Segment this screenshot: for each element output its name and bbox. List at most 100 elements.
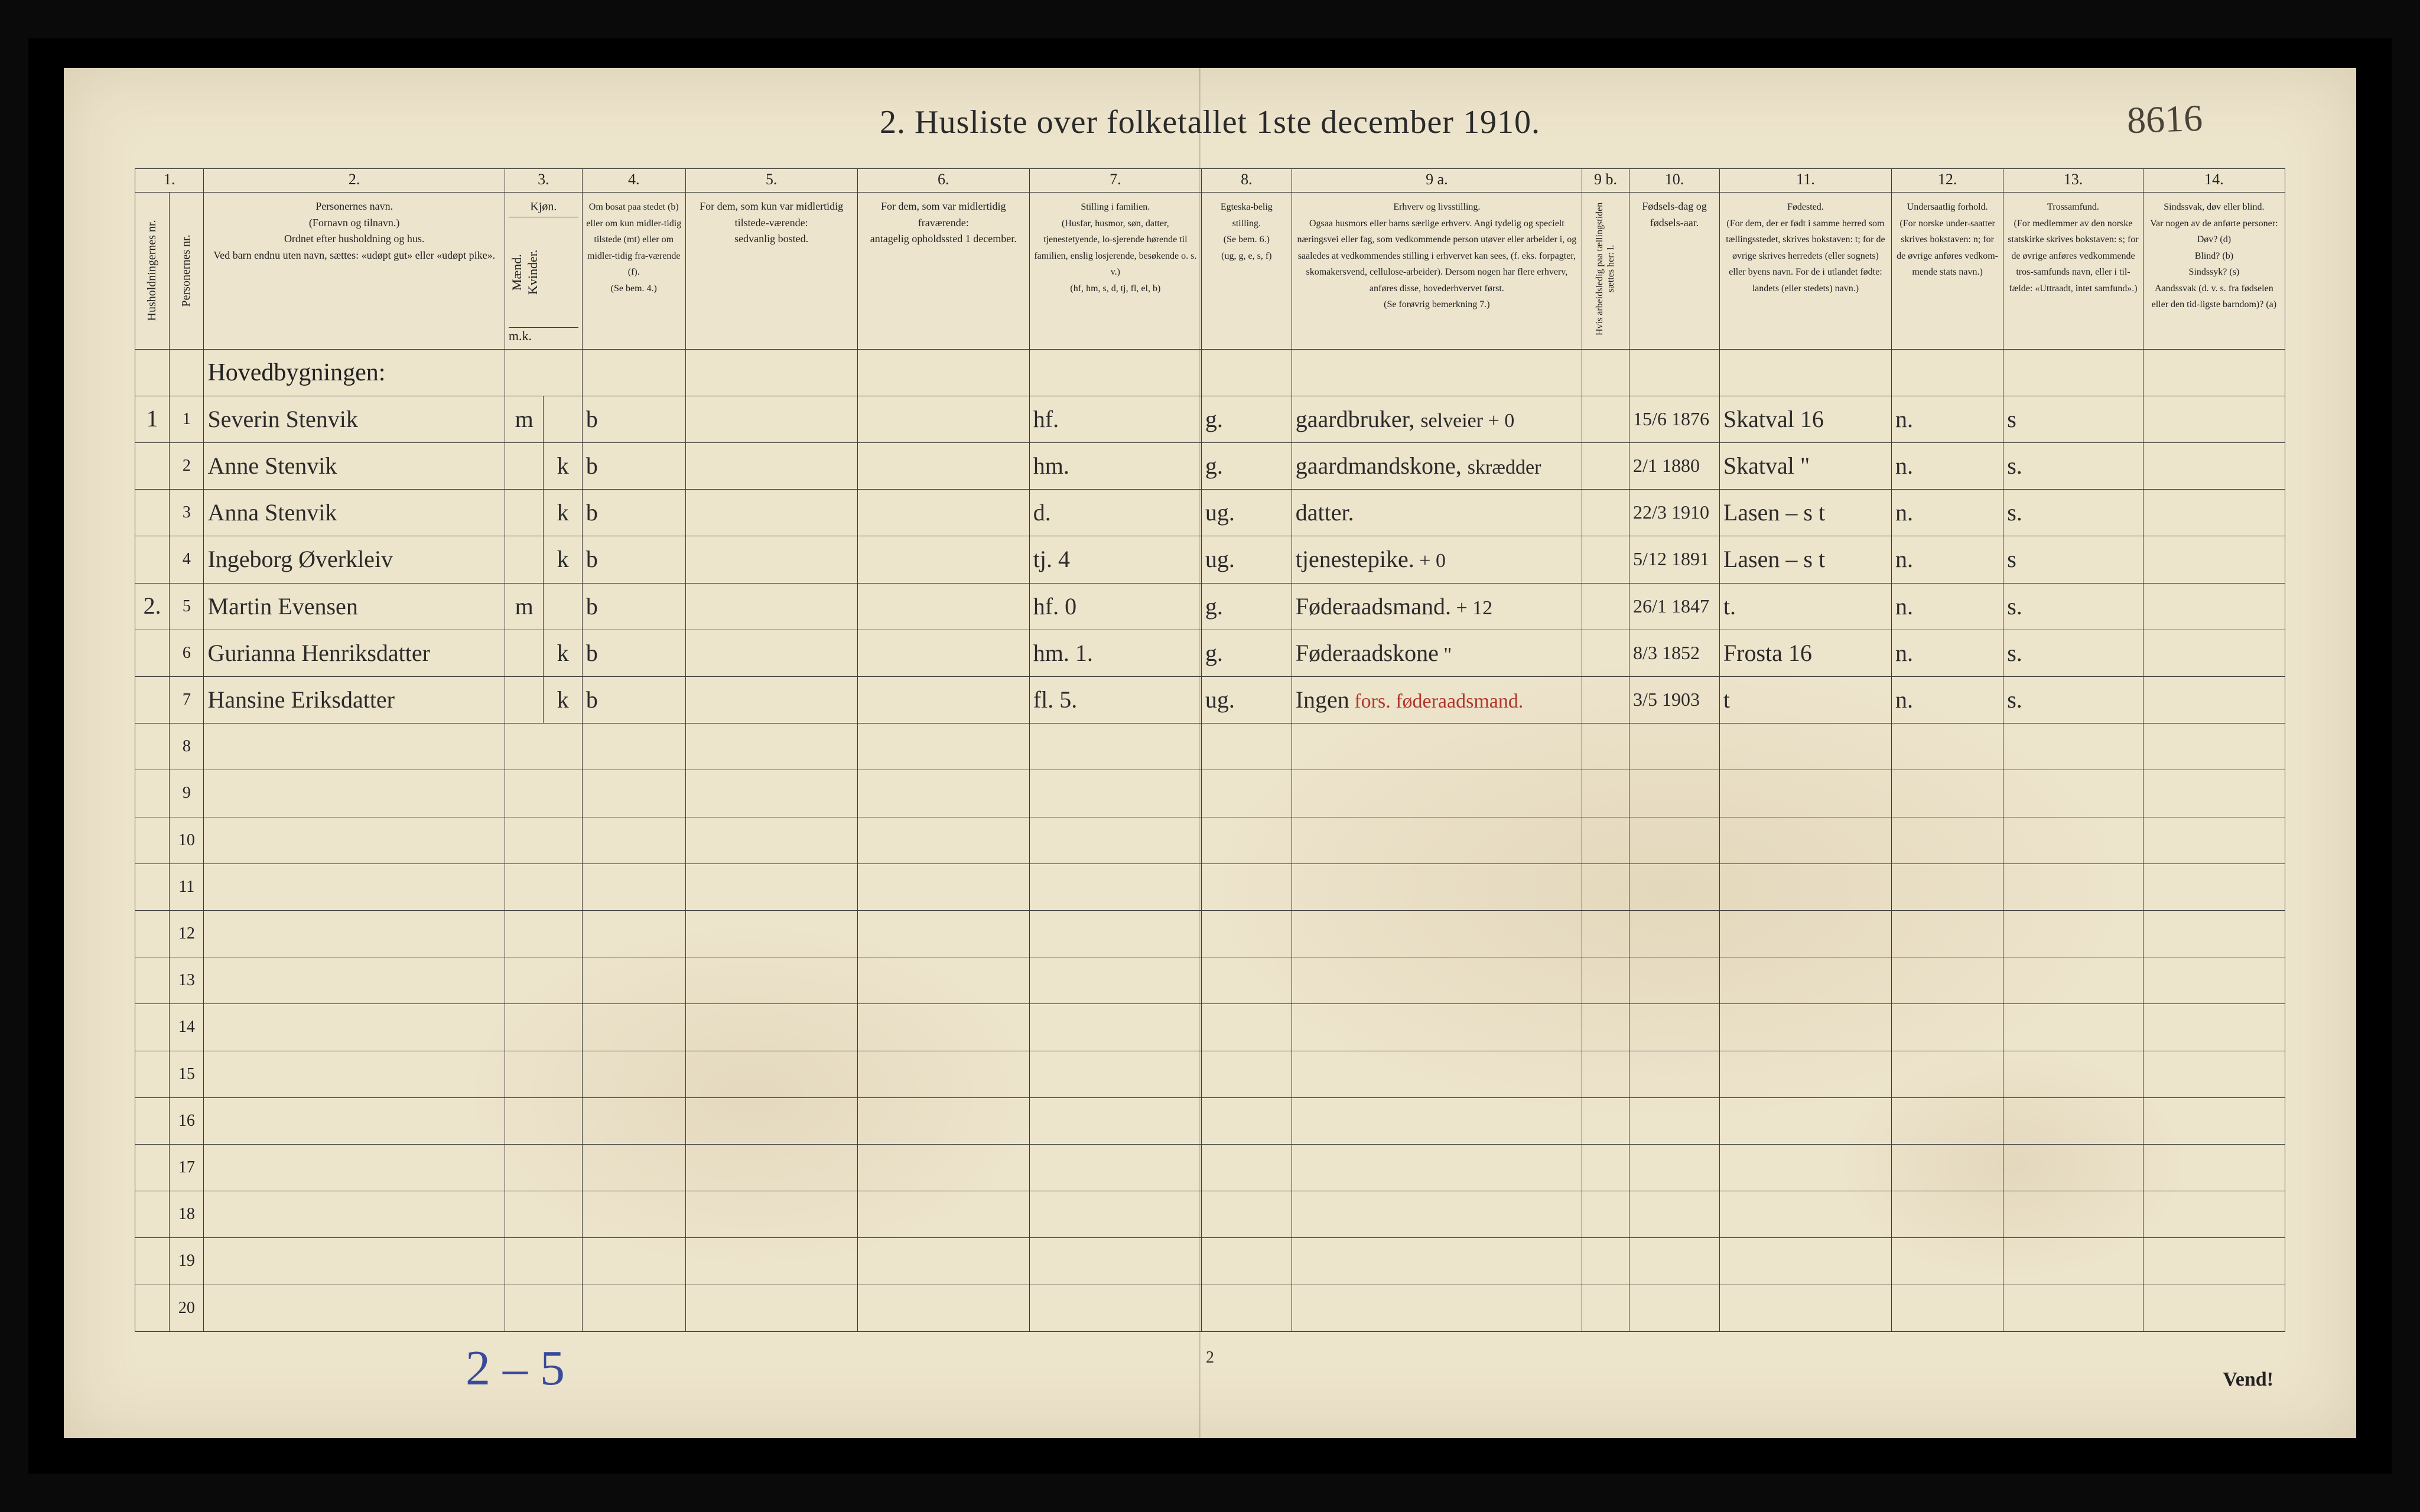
- cell-c6: [857, 676, 1029, 723]
- cell-empty: [1582, 957, 1629, 1004]
- colnum-6: 6.: [857, 169, 1029, 193]
- cell-empty: [2143, 957, 2285, 1004]
- cell-empty: [1201, 1097, 1292, 1144]
- handwritten-id: 8616: [2126, 96, 2204, 142]
- cell-empty: [1719, 1191, 1891, 1238]
- cell-empty: [1582, 1191, 1629, 1238]
- cell-empty: [1292, 863, 1582, 910]
- colnum-2: 2.: [204, 169, 505, 193]
- cell-empty: [685, 1144, 857, 1191]
- cell-pn: 3: [170, 490, 204, 536]
- cell-dob: 2/1 1880: [1629, 442, 1720, 489]
- cell-c5: [685, 396, 857, 442]
- cell-empty: [1719, 349, 1891, 396]
- cell-empty: [2143, 1097, 2285, 1144]
- cell-empty: [2003, 724, 2143, 770]
- cell-empty: [2143, 1051, 2285, 1097]
- cell-empty: [582, 910, 685, 957]
- cell-civ: ug.: [1201, 490, 1292, 536]
- col-sex-foot-k: k.: [522, 328, 532, 344]
- col-marital-label: Egteska-belig stilling. (Se bem. 6.) (ug…: [1221, 202, 1273, 261]
- col-dob-label: Fødsels-dag og fødsels-aar.: [1642, 200, 1707, 229]
- cell-empty: [1891, 770, 2003, 817]
- cell-hh: 1: [135, 396, 170, 442]
- cell-sex: k: [505, 676, 582, 723]
- cell-civ: g.: [1201, 630, 1292, 676]
- cell-empty: [1891, 724, 2003, 770]
- cell-empty: [505, 910, 582, 957]
- cell-hh: [135, 1144, 170, 1191]
- cell-empty: [1201, 1238, 1292, 1285]
- cell-c14: [2143, 396, 2285, 442]
- cell-name: Severin Stenvik: [204, 396, 505, 442]
- cell-hh: [135, 1051, 170, 1097]
- cell-empty: [1719, 1238, 1891, 1285]
- cell-pn: [170, 349, 204, 396]
- table-row: 6Gurianna Henriksdatterkbhm. 1.g.Føderaa…: [135, 630, 2285, 676]
- cell-empty: [2003, 863, 2143, 910]
- cell-hh: [135, 770, 170, 817]
- cell-c6: [857, 536, 1029, 583]
- cell-empty: [1292, 1144, 1582, 1191]
- cell-empty: [1582, 770, 1629, 817]
- cell-fam: fl. 5.: [1029, 676, 1201, 723]
- cell-empty: [2003, 1285, 2143, 1331]
- cell-empty: [2003, 817, 2143, 863]
- cell-sex: m: [505, 396, 582, 442]
- col-religion-label: Trossamfund. (For medlemmer av den norsk…: [2008, 202, 2138, 294]
- cell-empty: [505, 1051, 582, 1097]
- colnum-4: 4.: [582, 169, 685, 193]
- cell-civ: ug.: [1201, 676, 1292, 723]
- col-marital: Egteska-belig stilling. (Se bem. 6.) (ug…: [1201, 193, 1292, 350]
- col-temp-present: For dem, som kun var midlertidig tilsted…: [685, 193, 857, 350]
- cell-empty: [204, 770, 505, 817]
- cell-hh: [135, 957, 170, 1004]
- cell-empty: [1292, 1004, 1582, 1051]
- cell-9b: [1582, 583, 1629, 630]
- table-row: Hovedbygningen:: [135, 349, 2285, 396]
- cell-empty: [582, 1097, 685, 1144]
- cell-empty: [582, 957, 685, 1004]
- cell-empty: [685, 724, 857, 770]
- colnum-14: 14.: [2143, 169, 2285, 193]
- cell-empty: [204, 1144, 505, 1191]
- cell-empty: [1629, 770, 1720, 817]
- cell-empty: [505, 1004, 582, 1051]
- cell-empty: [1891, 1191, 2003, 1238]
- cell-pn: 18: [170, 1191, 204, 1238]
- cell-rel: s.: [2003, 676, 2143, 723]
- cell-name: Anna Stenvik: [204, 490, 505, 536]
- cell-empty: [1029, 1097, 1201, 1144]
- table-row: 18: [135, 1191, 2285, 1238]
- cell-c5: [685, 630, 857, 676]
- cell-occ: gaardbruker, selveier + 0: [1292, 396, 1582, 442]
- cell-empty: [857, 1191, 1029, 1238]
- cell-empty: [1201, 349, 1292, 396]
- cell-empty: [1292, 957, 1582, 1004]
- cell-pn: 20: [170, 1285, 204, 1331]
- cell-empty: [857, 770, 1029, 817]
- cell-hh: [135, 490, 170, 536]
- cell-empty: [204, 863, 505, 910]
- cell-empty: [685, 910, 857, 957]
- cell-birthplace: t.: [1719, 583, 1891, 630]
- cell-c14: [2143, 536, 2285, 583]
- col-disability: Sindssvak, døv eller blind. Var nogen av…: [2143, 193, 2285, 350]
- cell-empty: [1891, 1004, 2003, 1051]
- cell-empty: [1029, 1144, 1201, 1191]
- cell-empty: [1201, 1191, 1292, 1238]
- cell-empty: [1719, 1004, 1891, 1051]
- cell-empty: [1029, 1238, 1201, 1285]
- cell-empty: [505, 863, 582, 910]
- cell-9b: [1582, 676, 1629, 723]
- vend-label: Vend!: [2223, 1368, 2273, 1391]
- cell-rel: s: [2003, 536, 2143, 583]
- cell-rel: s.: [2003, 442, 2143, 489]
- col-residence: Om bosat paa stedet (b) eller om kun mid…: [582, 193, 685, 350]
- cell-empty: [1629, 1144, 1720, 1191]
- cell-empty: [2003, 349, 2143, 396]
- cell-nat: n.: [1891, 536, 2003, 583]
- cell-rel: s: [2003, 396, 2143, 442]
- cell-c6: [857, 442, 1029, 489]
- cell-empty: [1029, 910, 1201, 957]
